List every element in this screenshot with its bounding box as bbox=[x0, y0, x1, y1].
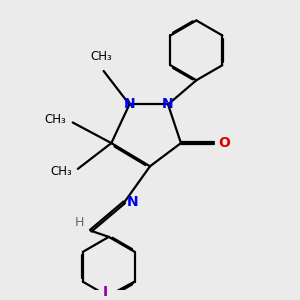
Text: CH₃: CH₃ bbox=[90, 50, 112, 63]
Text: I: I bbox=[103, 285, 108, 299]
Text: N: N bbox=[124, 98, 135, 112]
Text: N: N bbox=[127, 195, 138, 209]
Text: H: H bbox=[75, 217, 84, 230]
Text: CH₃: CH₃ bbox=[45, 113, 67, 126]
Text: O: O bbox=[218, 136, 230, 150]
Text: CH₃: CH₃ bbox=[50, 165, 72, 178]
Text: N: N bbox=[162, 98, 174, 112]
